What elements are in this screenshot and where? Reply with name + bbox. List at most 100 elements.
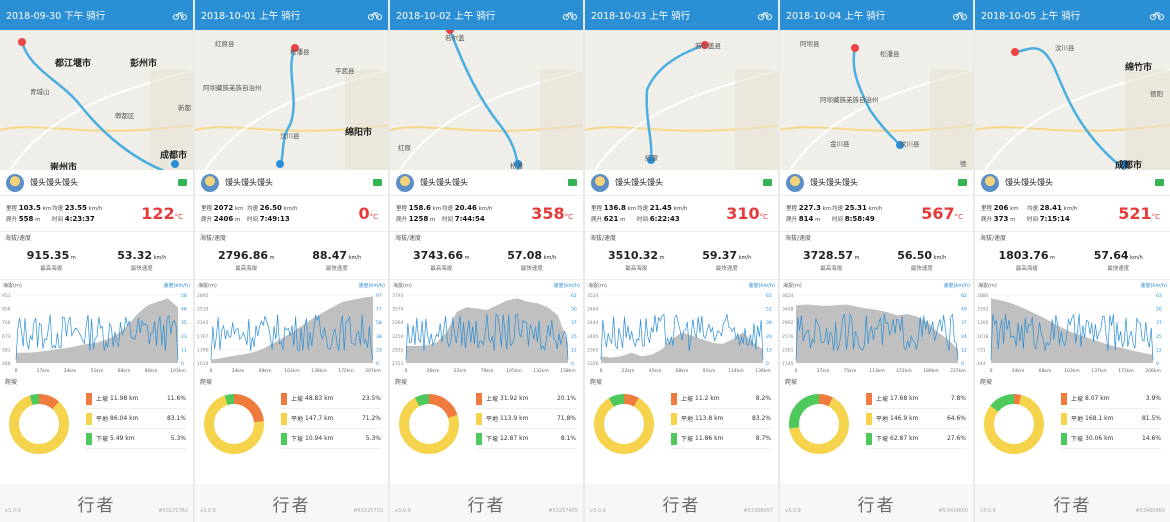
user-row[interactable]: 馒头馒头馒头 [585, 170, 778, 196]
avg-speed-unit: km/h [671, 206, 688, 212]
user-row[interactable]: 馒头馒头馒头 [195, 170, 388, 196]
distance-tick-label: 113km [869, 368, 885, 374]
climb-section: 爬坡 上坡 11.98 km 11.6% 平地 86.04 km 83.1% 下坡 5.49 k… [0, 375, 193, 479]
ride-header[interactable]: 2018-10-03 上午 骑行 [585, 0, 778, 30]
ride-card[interactable]: 2018-09-30 下午 骑行 都江堰市 彭州市 青城山 郫都区 新都 崇州市 成都市 馒头馒… [0, 0, 193, 522]
ride-card[interactable]: 2018-10-05 上午 骑行 汶川县 绵竹市 德阳 成都市 馒头馒头馒头 里程 206 … [975, 0, 1170, 522]
max-altitude-unit: m [69, 255, 76, 261]
card-footer: 行者 v3.0.9 #53460960 [975, 484, 1170, 522]
climb-unit: m [1008, 217, 1016, 223]
ride-stats: 里程 158.6 km 爬升 1258 m 均速 20.46 km/h 时间 7:44… [390, 196, 583, 232]
legend-row-up: 上坡 48.83 km 23.5% [281, 389, 381, 409]
legend-row-up: 上坡 8.07 km 3.9% [1061, 389, 1161, 409]
altitude-speed-chart[interactable]: 1880 63 1593 50 1306 37 1018 25 731 12 444 0 0 34km 68… [975, 291, 1170, 375]
ride-header[interactable]: 2018-10-01 上午 骑行 [195, 0, 388, 30]
climb-legend: 上坡 11.98 km 11.6% 平地 86.04 km 83.1% 下坡 5.49 km 5… [86, 389, 186, 449]
avatar[interactable] [396, 173, 414, 192]
route-map[interactable]: 红原县 松潘县 平武县 阿坝藏族羌族自治州 汶川县 绵阳市 [195, 30, 388, 170]
avatar[interactable] [981, 173, 999, 192]
distance-tick-label: 105km [506, 368, 522, 374]
altitude-speed-chart[interactable]: 3824 62 3408 49 2992 37 2576 24 2161 12 1745 0 0 37km… [780, 291, 973, 375]
route-map[interactable]: 若尔盖县 红原 [585, 30, 778, 170]
legend-swatch [281, 412, 287, 425]
distance-tick-label: 26km [427, 368, 440, 374]
max-speed-unit: km/h [1128, 255, 1143, 261]
flat-slice [984, 394, 1044, 454]
ride-header[interactable]: 2018-10-05 上午 骑行 [975, 0, 1170, 30]
legend-distance: 11.98 km [110, 395, 139, 402]
avatar[interactable] [201, 173, 219, 192]
speed-axis-label: 速度(km/h) [553, 283, 580, 289]
map-place-label: 青城山 [30, 88, 50, 96]
route-map[interactable]: 阿坝县 松潘县 阿坝藏族羌族自治州 金川县 汶川县德 [780, 30, 973, 170]
distance-stat: 里程 103.5 km [6, 204, 52, 212]
climb-unit: m [428, 217, 436, 223]
ride-title: 2018-10-02 上午 骑行 [396, 11, 496, 22]
speed-axis-label: 速度(km/h) [358, 283, 385, 289]
distance-tick-label: 68km [118, 368, 131, 374]
altitude-speed-chart[interactable]: 3793 62 3579 50 3364 37 3150 25 2935 12 2721 0 0 26km… [390, 291, 583, 375]
altitude-speed-chart[interactable]: 2895 97 2519 77 2143 58 1767 38 1390 19 1014 0 0 34km… [195, 291, 388, 375]
start-marker [851, 44, 859, 52]
climb-label: 爬升 [6, 217, 19, 223]
altitude-speed-chart[interactable]: 3524 65 3484 52 3444 39 3405 26 3365 13 3326 0 0 22km… [585, 291, 778, 375]
ride-card[interactable]: 2018-10-04 上午 骑行 阿坝县 松潘县 阿坝藏族羌族自治州 金川县 汶川县德馒头… [780, 0, 973, 522]
legend-percent: 3.9% [1145, 395, 1161, 402]
speed-line [795, 313, 959, 360]
distance-unit: km [625, 206, 637, 212]
map-place-label: 汶川县 [280, 132, 300, 140]
ride-card[interactable]: 2018-10-03 上午 骑行 若尔盖县 红原 馒头馒头馒头 里程 136.8 km 爬… [585, 0, 778, 522]
max-speed: 57.08 km/h 最快速度 [487, 242, 578, 279]
app-version: v3.0.9 [395, 508, 411, 514]
altitude-speed-chart[interactable]: 951 58 858 46 766 35 673 23 581 11 488 0 0 17km 34km 51… [0, 291, 193, 375]
route-map[interactable]: 若尔盖 红原 松潘 [390, 30, 583, 170]
ride-header[interactable]: 2018-09-30 下午 骑行 [0, 0, 193, 30]
map-place-label: 松潘县 [880, 50, 900, 58]
user-row[interactable]: 馒头馒头馒头 [0, 170, 193, 196]
avg-speed-value: 25.31 [844, 204, 867, 212]
speed-tick-label: 19 [376, 347, 382, 353]
avatar[interactable] [591, 173, 609, 192]
avatar[interactable] [6, 173, 24, 192]
ride-card[interactable]: 2018-10-02 上午 骑行若尔盖 红原 松潘 馒头馒头馒头 里程 158.6 km… [390, 0, 583, 522]
user-row[interactable]: 馒头馒头馒头 [390, 170, 583, 196]
user-name: 馒头馒头馒头 [30, 178, 78, 187]
legend-percent: 5.3% [365, 435, 381, 442]
speed-tick-label: 62 [571, 293, 577, 299]
user-row[interactable]: 馒头馒头馒头 [975, 170, 1170, 196]
ride-card[interactable]: 2018-10-01 上午 骑行 红原县 松潘县 平武县 阿坝藏族羌族自治州 汶川县 绵阳市… [195, 0, 388, 522]
donut-canvas [789, 394, 849, 454]
altitude-tick-label: 2519 [197, 307, 209, 313]
urban-area [735, 70, 778, 170]
max-speed: 88.47 km/h 最快速度 [292, 242, 383, 279]
altitude-tick-label: 1018 [977, 334, 989, 340]
ride-header[interactable]: 2018-10-02 上午 骑行 [390, 0, 583, 30]
route-map[interactable]: 汶川县 绵竹市 德阳 成都市 [975, 30, 1170, 170]
map-place-label: 彭州市 [130, 59, 158, 69]
climb-section: 爬坡 上坡 8.07 km 3.9% 平地 168.1 km 81.5% 下坡 30.06 km… [975, 375, 1170, 479]
ride-header[interactable]: 2018-10-04 上午 骑行 [780, 0, 973, 30]
time-value: 6:22:43 [649, 215, 680, 223]
speed-tick-label: 12 [571, 347, 577, 353]
user-row[interactable]: 馒头馒头馒头 [780, 170, 973, 196]
end-marker [1121, 160, 1129, 168]
card-footer: 行者 v3.0.9 #53257405 [390, 484, 583, 522]
map-place-label: 汶川县 [900, 140, 920, 148]
down-slice [9, 394, 69, 454]
donut-canvas [9, 394, 69, 454]
altitude-tick-label: 1593 [977, 307, 989, 313]
map-place-label: 若尔盖 [445, 34, 465, 42]
max-altitude-unit: m [658, 255, 665, 261]
avatar[interactable] [786, 173, 804, 192]
section-title: 海拔/速度 [5, 234, 32, 242]
avg-speed-unit: km/h [281, 206, 298, 212]
temperature: 122°C [110, 204, 187, 223]
distance-label: 里程 [786, 206, 799, 212]
route-map[interactable]: 都江堰市 彭州市 青城山 郫都区 新都 崇州市 成都市 [0, 30, 193, 170]
time-value: 8:58:49 [844, 215, 875, 223]
speed-line [15, 314, 179, 360]
max-altitude-value: 2796.86 m [218, 249, 275, 262]
distance-value: 206 [993, 204, 1009, 212]
route-map-canvas [780, 44, 973, 170]
